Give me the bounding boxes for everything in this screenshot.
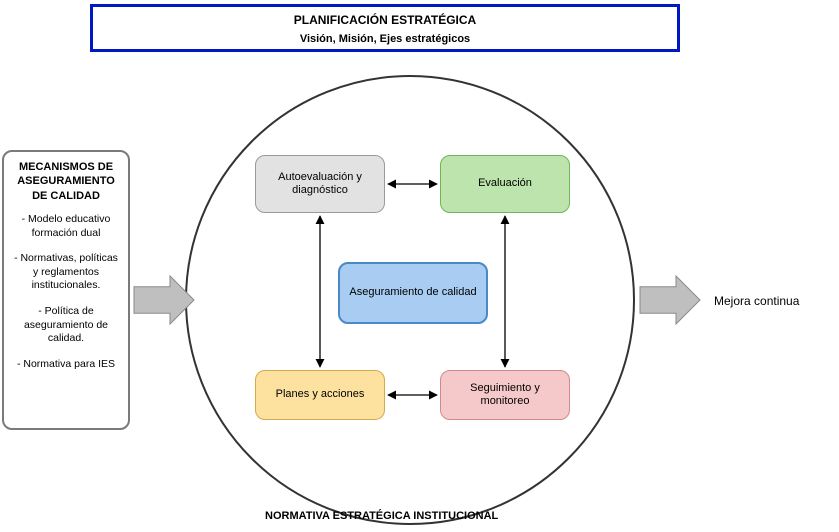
node-centro-label: Aseguramiento de calidad [349, 286, 476, 299]
header-title: PLANIFICACIÓN ESTRATÉGICA [93, 13, 677, 27]
bottom-text: NORMATIVA ESTRATÉGICA INSTITUCIONAL [265, 510, 498, 522]
left-item-2: - Política de aseguramiento de calidad. [10, 305, 122, 346]
right-label: Mejora continua [714, 294, 799, 308]
node-evaluacion-label: Evaluación [478, 177, 532, 190]
left-item-3: - Normativa para IES [10, 358, 122, 372]
node-seguimiento-label: Seguimiento y monitoreo [445, 382, 565, 408]
node-planes: Planes y acciones [255, 370, 385, 420]
left-panel: MECANISMOS DE ASEGURAMIENTO DE CALIDAD -… [2, 150, 130, 430]
node-planes-label: Planes y acciones [276, 388, 365, 401]
node-autoevaluacion-label: Autoevaluación y diagnóstico [260, 171, 380, 197]
node-autoevaluacion: Autoevaluación y diagnóstico [255, 155, 385, 213]
node-seguimiento: Seguimiento y monitoreo [440, 370, 570, 420]
header-box: PLANIFICACIÓN ESTRATÉGICA Visión, Misión… [90, 4, 680, 52]
left-panel-title: MECANISMOS DE ASEGURAMIENTO DE CALIDAD [10, 160, 122, 203]
node-evaluacion: Evaluación [440, 155, 570, 213]
left-item-0: - Modelo educativo formación dual [10, 213, 122, 240]
node-centro: Aseguramiento de calidad [338, 262, 488, 324]
header-subtitle: Visión, Misión, Ejes estratégicos [93, 33, 677, 45]
left-item-1: - Normativas, políticas y reglamentos in… [10, 252, 122, 293]
